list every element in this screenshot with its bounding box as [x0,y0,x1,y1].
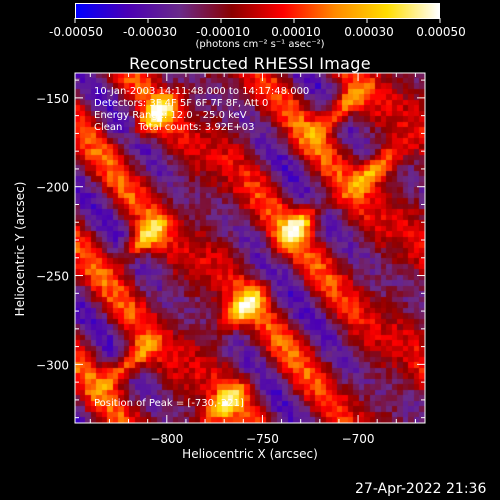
x-tick-label: −800 [150,432,183,446]
x-tick-label: −700 [342,432,375,446]
heatmap-image [75,73,425,423]
colorbar [75,3,440,19]
x-axis-label: Heliocentric X (arcsec) [182,447,318,461]
plot-frame [74,72,426,424]
colorbar-tick-0: -0.00050 [49,25,103,39]
y-tick-label: −200 [36,181,69,195]
footer-timestamp: 27-Apr-2022 21:36 [355,481,487,497]
chart-title: Reconstructed RHESSI Image [129,54,371,73]
y-tick-label: −300 [36,358,69,372]
colorbar-unit-label: (photons cm⁻² s⁻¹ asec⁻²) [195,39,325,50]
colorbar-tick-4: 0.00030 [344,25,394,39]
annotation-time-range: 10-Jan-2003 14:11:48.000 to 14:17:48.000 [94,86,310,97]
x-tick-label: −750 [246,432,279,446]
annotation-peak-position: Position of Peak = [-730,-221] [94,398,244,409]
y-axis-label: Heliocentric Y (arcsec) [13,181,27,317]
colorbar-ticks [74,18,441,23]
colorbar-tick-2: -0.00010 [196,25,250,39]
colorbar-tick-5: 0.00050 [416,25,466,39]
colorbar-tick-3: 0.00010 [271,25,321,39]
annotation-detectors: Detectors: 3F 4F 5F 6F 7F 8F, Att 0 [94,98,269,109]
annotation-energy-range: Energy Range: 12.0 - 25.0 keV [94,110,247,121]
y-tick-label: −250 [36,270,69,284]
colorbar-tick-1: -0.00030 [123,25,177,39]
annotation-clean-counts: Clean Total counts: 3.92E+03 [94,122,255,133]
y-tick-label: −150 [36,92,69,106]
